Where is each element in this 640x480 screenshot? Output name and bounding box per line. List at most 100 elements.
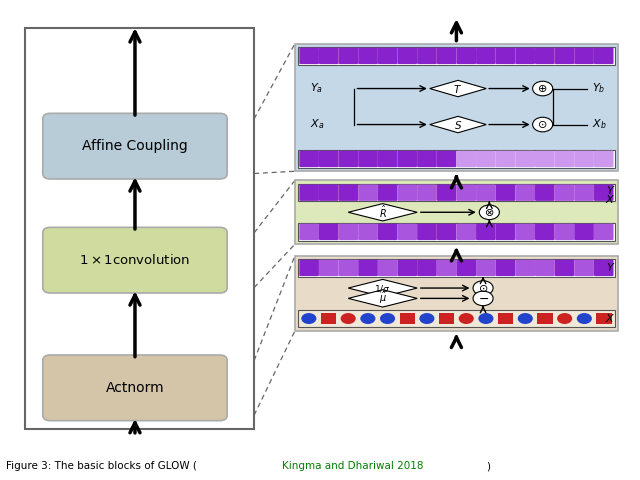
FancyBboxPatch shape [358, 260, 378, 276]
FancyBboxPatch shape [574, 184, 594, 201]
Polygon shape [430, 80, 486, 97]
FancyBboxPatch shape [456, 224, 476, 240]
Text: $S$: $S$ [454, 119, 462, 131]
FancyBboxPatch shape [436, 48, 456, 64]
Text: $X_b$: $X_b$ [592, 118, 607, 132]
Text: ): ) [486, 461, 490, 471]
FancyBboxPatch shape [594, 224, 614, 240]
FancyBboxPatch shape [436, 184, 456, 201]
Text: Actnorm: Actnorm [106, 381, 164, 395]
Text: $\hat{R}$: $\hat{R}$ [379, 204, 387, 220]
FancyBboxPatch shape [397, 260, 417, 276]
Circle shape [532, 81, 553, 96]
Text: X: X [605, 313, 613, 324]
Polygon shape [348, 204, 417, 221]
FancyBboxPatch shape [574, 224, 594, 240]
Bar [596, 313, 612, 324]
FancyBboxPatch shape [555, 151, 574, 167]
Bar [298, 150, 615, 168]
FancyBboxPatch shape [358, 48, 378, 64]
FancyBboxPatch shape [319, 224, 339, 240]
FancyBboxPatch shape [397, 224, 417, 240]
FancyBboxPatch shape [339, 260, 358, 276]
FancyBboxPatch shape [300, 224, 319, 240]
Text: $X_a$: $X_a$ [310, 118, 324, 132]
FancyBboxPatch shape [594, 48, 614, 64]
FancyBboxPatch shape [456, 151, 476, 167]
FancyBboxPatch shape [574, 151, 594, 167]
Bar [298, 259, 615, 276]
FancyBboxPatch shape [574, 48, 594, 64]
Text: $\otimes$: $\otimes$ [484, 207, 495, 218]
FancyBboxPatch shape [594, 151, 614, 167]
FancyBboxPatch shape [496, 224, 515, 240]
Text: Y: Y [606, 186, 613, 196]
Text: $\hat{\mu}$: $\hat{\mu}$ [379, 290, 387, 307]
Bar [298, 310, 615, 327]
FancyBboxPatch shape [515, 48, 535, 64]
FancyBboxPatch shape [436, 224, 456, 240]
Circle shape [577, 313, 592, 324]
Text: Figure 3: The basic blocks of GLOW (: Figure 3: The basic blocks of GLOW ( [6, 461, 197, 471]
Bar [295, 180, 618, 244]
FancyBboxPatch shape [300, 184, 319, 201]
FancyBboxPatch shape [535, 260, 555, 276]
Text: $Y_a$: $Y_a$ [310, 82, 323, 96]
FancyBboxPatch shape [555, 184, 574, 201]
Bar [25, 28, 254, 429]
FancyBboxPatch shape [339, 224, 358, 240]
FancyBboxPatch shape [456, 48, 476, 64]
Polygon shape [348, 279, 417, 297]
Text: $T$: $T$ [454, 83, 463, 95]
FancyBboxPatch shape [319, 184, 339, 201]
FancyBboxPatch shape [515, 224, 535, 240]
FancyBboxPatch shape [378, 151, 397, 167]
Bar [298, 184, 615, 201]
Bar [295, 255, 618, 331]
FancyBboxPatch shape [515, 260, 535, 276]
FancyBboxPatch shape [594, 260, 614, 276]
FancyBboxPatch shape [397, 184, 417, 201]
Circle shape [360, 313, 376, 324]
FancyBboxPatch shape [300, 151, 319, 167]
FancyBboxPatch shape [43, 113, 227, 179]
FancyBboxPatch shape [339, 151, 358, 167]
FancyBboxPatch shape [535, 224, 555, 240]
Bar [439, 313, 454, 324]
Text: $Y_b$: $Y_b$ [593, 82, 606, 96]
FancyBboxPatch shape [496, 151, 515, 167]
FancyBboxPatch shape [417, 48, 436, 64]
FancyBboxPatch shape [436, 260, 456, 276]
FancyBboxPatch shape [417, 184, 436, 201]
FancyBboxPatch shape [574, 260, 594, 276]
FancyBboxPatch shape [397, 151, 417, 167]
Circle shape [557, 313, 572, 324]
FancyBboxPatch shape [476, 260, 496, 276]
Circle shape [532, 117, 553, 132]
FancyBboxPatch shape [300, 260, 319, 276]
Bar [321, 313, 336, 324]
FancyBboxPatch shape [476, 224, 496, 240]
FancyBboxPatch shape [515, 184, 535, 201]
FancyBboxPatch shape [378, 184, 397, 201]
Circle shape [518, 313, 533, 324]
Circle shape [380, 313, 395, 324]
FancyBboxPatch shape [417, 224, 436, 240]
Bar [399, 313, 415, 324]
Circle shape [459, 313, 474, 324]
FancyBboxPatch shape [43, 228, 227, 293]
FancyBboxPatch shape [476, 48, 496, 64]
Circle shape [301, 313, 316, 324]
FancyBboxPatch shape [476, 184, 496, 201]
Circle shape [479, 205, 499, 219]
FancyBboxPatch shape [515, 151, 535, 167]
Circle shape [478, 313, 493, 324]
FancyBboxPatch shape [496, 260, 515, 276]
FancyBboxPatch shape [594, 184, 614, 201]
Polygon shape [348, 290, 417, 307]
FancyBboxPatch shape [339, 184, 358, 201]
Text: $1\times 1$convolution: $1\times 1$convolution [79, 253, 191, 267]
Text: $-$: $-$ [477, 292, 488, 305]
FancyBboxPatch shape [358, 151, 378, 167]
Text: Kingma and Dhariwal 2018: Kingma and Dhariwal 2018 [282, 461, 423, 471]
